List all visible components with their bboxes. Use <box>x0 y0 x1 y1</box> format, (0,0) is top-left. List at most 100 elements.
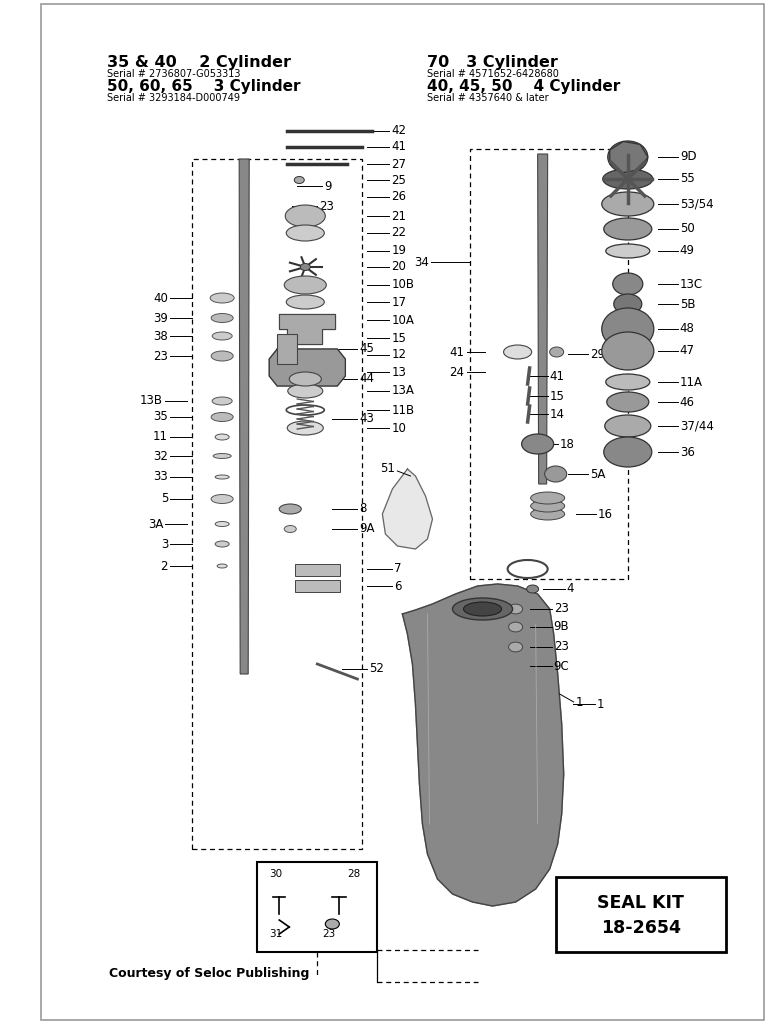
Text: 20: 20 <box>392 260 406 273</box>
Text: 35 & 40    2 Cylinder: 35 & 40 2 Cylinder <box>107 54 291 70</box>
Ellipse shape <box>326 919 339 929</box>
Text: 3A: 3A <box>147 517 163 530</box>
Ellipse shape <box>531 508 564 520</box>
Text: SEAL KIT: SEAL KIT <box>598 894 684 912</box>
Text: 5A: 5A <box>590 468 605 480</box>
Text: 9: 9 <box>324 179 332 193</box>
Text: 44: 44 <box>359 373 374 385</box>
Ellipse shape <box>550 347 564 357</box>
Text: 33: 33 <box>154 470 168 483</box>
Ellipse shape <box>504 345 531 359</box>
Text: 9A: 9A <box>359 522 375 536</box>
Ellipse shape <box>211 413 233 422</box>
Text: 43: 43 <box>359 413 374 426</box>
Ellipse shape <box>215 541 229 547</box>
Ellipse shape <box>215 521 229 526</box>
Ellipse shape <box>464 602 502 616</box>
Text: 13C: 13C <box>680 278 703 291</box>
Text: 1: 1 <box>597 697 604 711</box>
Text: 25: 25 <box>392 173 406 186</box>
Text: 22: 22 <box>392 226 406 240</box>
Text: Serial # 3293184-D000749: Serial # 3293184-D000749 <box>107 93 240 103</box>
Text: 13A: 13A <box>392 384 414 397</box>
Text: 13: 13 <box>392 366 406 379</box>
Polygon shape <box>382 469 432 549</box>
Ellipse shape <box>606 374 650 390</box>
Ellipse shape <box>545 466 567 482</box>
Text: 10B: 10B <box>392 279 415 292</box>
Ellipse shape <box>607 392 649 412</box>
Text: 34: 34 <box>415 256 429 268</box>
Text: 6: 6 <box>395 580 402 593</box>
Text: Courtesy of Seloc Publishing: Courtesy of Seloc Publishing <box>109 968 310 981</box>
Text: 29: 29 <box>590 347 604 360</box>
Text: 53/54: 53/54 <box>680 198 713 211</box>
Ellipse shape <box>604 437 652 467</box>
Text: 18-2654: 18-2654 <box>601 919 680 937</box>
Text: 322: 322 <box>8 988 28 998</box>
Bar <box>192 159 362 849</box>
Ellipse shape <box>284 525 296 532</box>
Ellipse shape <box>286 225 324 241</box>
Ellipse shape <box>602 308 654 350</box>
Text: 40, 45, 50    4 Cylinder: 40, 45, 50 4 Cylinder <box>428 79 621 93</box>
Ellipse shape <box>508 642 522 652</box>
Text: 24: 24 <box>449 366 465 379</box>
Text: 52: 52 <box>369 663 384 676</box>
Ellipse shape <box>531 500 564 512</box>
Polygon shape <box>239 159 249 674</box>
Text: 10A: 10A <box>392 313 414 327</box>
Text: 18: 18 <box>560 437 574 451</box>
Text: 5: 5 <box>161 493 168 506</box>
Text: 42: 42 <box>392 125 406 137</box>
Ellipse shape <box>531 492 564 504</box>
Text: 48: 48 <box>680 323 695 336</box>
Text: 41: 41 <box>392 140 406 154</box>
Text: 31: 31 <box>270 929 283 939</box>
Text: 50: 50 <box>680 222 694 236</box>
Text: 11B: 11B <box>392 403 415 417</box>
Text: 9B: 9B <box>554 621 569 634</box>
Polygon shape <box>610 141 648 173</box>
Text: 28: 28 <box>347 869 361 879</box>
Ellipse shape <box>210 293 234 303</box>
Ellipse shape <box>217 564 227 568</box>
Ellipse shape <box>614 294 642 314</box>
Text: 19: 19 <box>392 245 406 257</box>
Text: 23: 23 <box>554 640 568 653</box>
Polygon shape <box>280 314 336 344</box>
Bar <box>295 580 340 592</box>
Text: 4: 4 <box>567 583 574 596</box>
Text: Serial # 4571652-6428680: Serial # 4571652-6428680 <box>428 69 559 79</box>
Text: 14: 14 <box>550 408 564 421</box>
Text: 1: 1 <box>576 695 583 709</box>
Text: 9D: 9D <box>680 151 697 164</box>
Text: 46: 46 <box>680 395 695 409</box>
Text: 50, 60, 65    3 Cylinder: 50, 60, 65 3 Cylinder <box>107 79 300 93</box>
Ellipse shape <box>613 273 643 295</box>
Bar <box>469 150 627 579</box>
Text: 8: 8 <box>359 503 367 515</box>
Ellipse shape <box>604 415 650 437</box>
Ellipse shape <box>508 604 522 614</box>
Ellipse shape <box>285 205 326 227</box>
Ellipse shape <box>527 585 538 593</box>
Text: 45: 45 <box>359 342 374 355</box>
Ellipse shape <box>294 176 304 183</box>
Text: Serial # 2736807-G053313: Serial # 2736807-G053313 <box>107 69 240 79</box>
Text: Serial # 4357640 & later: Serial # 4357640 & later <box>428 93 549 103</box>
Text: 13B: 13B <box>140 394 163 408</box>
Text: 21: 21 <box>392 210 406 222</box>
Ellipse shape <box>603 169 653 189</box>
Text: 49: 49 <box>680 245 695 257</box>
Ellipse shape <box>288 384 323 398</box>
Text: 32: 32 <box>153 450 168 463</box>
Ellipse shape <box>211 495 233 504</box>
Ellipse shape <box>300 263 310 270</box>
Text: 11: 11 <box>153 430 168 443</box>
Polygon shape <box>402 584 564 906</box>
Text: 35: 35 <box>154 411 168 424</box>
Text: 3: 3 <box>161 538 168 551</box>
Polygon shape <box>270 349 346 386</box>
Text: 23: 23 <box>153 349 168 362</box>
